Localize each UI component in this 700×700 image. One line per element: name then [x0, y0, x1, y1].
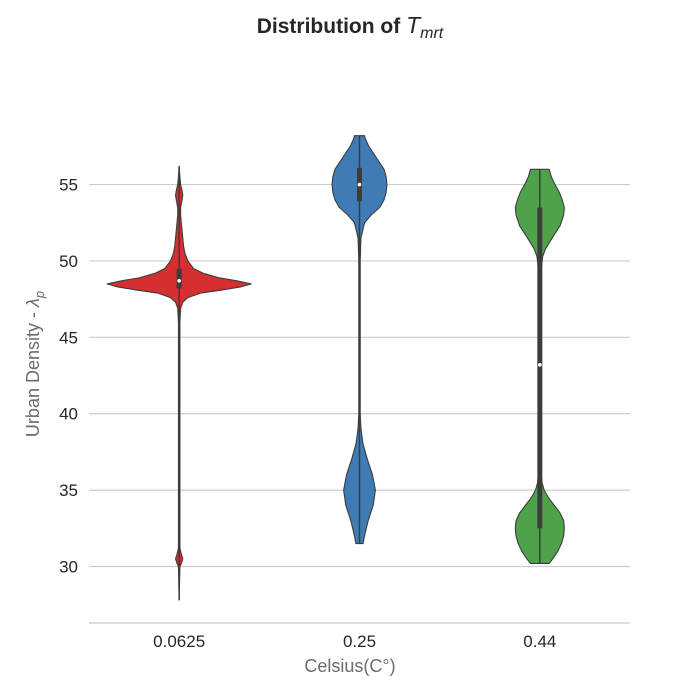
- x-tick-labels: 0.0625 0.25 0.44: [153, 632, 556, 651]
- chart-title: Distribution of Tmrt: [257, 12, 444, 42]
- y-axis-label: Urban Density - λp: [23, 291, 47, 437]
- x-tick-label: 0.0625: [153, 632, 205, 651]
- y-tick-label: 30: [59, 557, 78, 576]
- violin-median-point: [357, 182, 362, 187]
- violin-0.44: [514, 168, 565, 564]
- y-tick-labels: 30 35 40 45 50 55: [59, 176, 78, 577]
- y-axis-label-math-sub: p: [32, 291, 47, 299]
- y-tick-label: 35: [59, 481, 78, 500]
- y-tick-label: 50: [59, 252, 78, 271]
- violin-median-point: [177, 279, 181, 283]
- y-tick-label: 55: [59, 176, 78, 195]
- violin-median-point: [538, 363, 542, 367]
- x-axis-label: Celsius(C°): [304, 656, 395, 676]
- violin-0.25: [331, 135, 388, 545]
- chart-title-text: Distribution of: [257, 15, 406, 38]
- violin-iqr-box: [537, 207, 543, 529]
- x-tick-label: 0.44: [523, 632, 556, 651]
- y-axis-label-text: Urban Density -: [23, 307, 43, 437]
- violin-0.0625: [106, 165, 252, 601]
- violins: [106, 135, 565, 601]
- violin-iqr-box: [176, 268, 182, 289]
- chart-title-math: T: [406, 12, 422, 38]
- y-tick-label: 45: [59, 328, 78, 347]
- x-tick-label: 0.25: [343, 632, 376, 651]
- y-tick-label: 40: [59, 405, 78, 424]
- chart-title-math-sub: mrt: [420, 25, 444, 42]
- y-axis-label-math: λ: [23, 298, 43, 308]
